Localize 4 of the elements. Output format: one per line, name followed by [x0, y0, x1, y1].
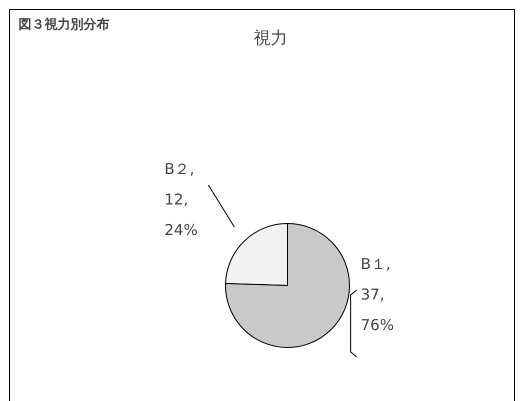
- slice-label: B１, 37, 76%: [360, 255, 394, 334]
- chart-title: 視力: [254, 28, 288, 48]
- caption: 図３視力別分布: [18, 16, 110, 32]
- slice-label: B２, 12, 24%: [164, 160, 198, 240]
